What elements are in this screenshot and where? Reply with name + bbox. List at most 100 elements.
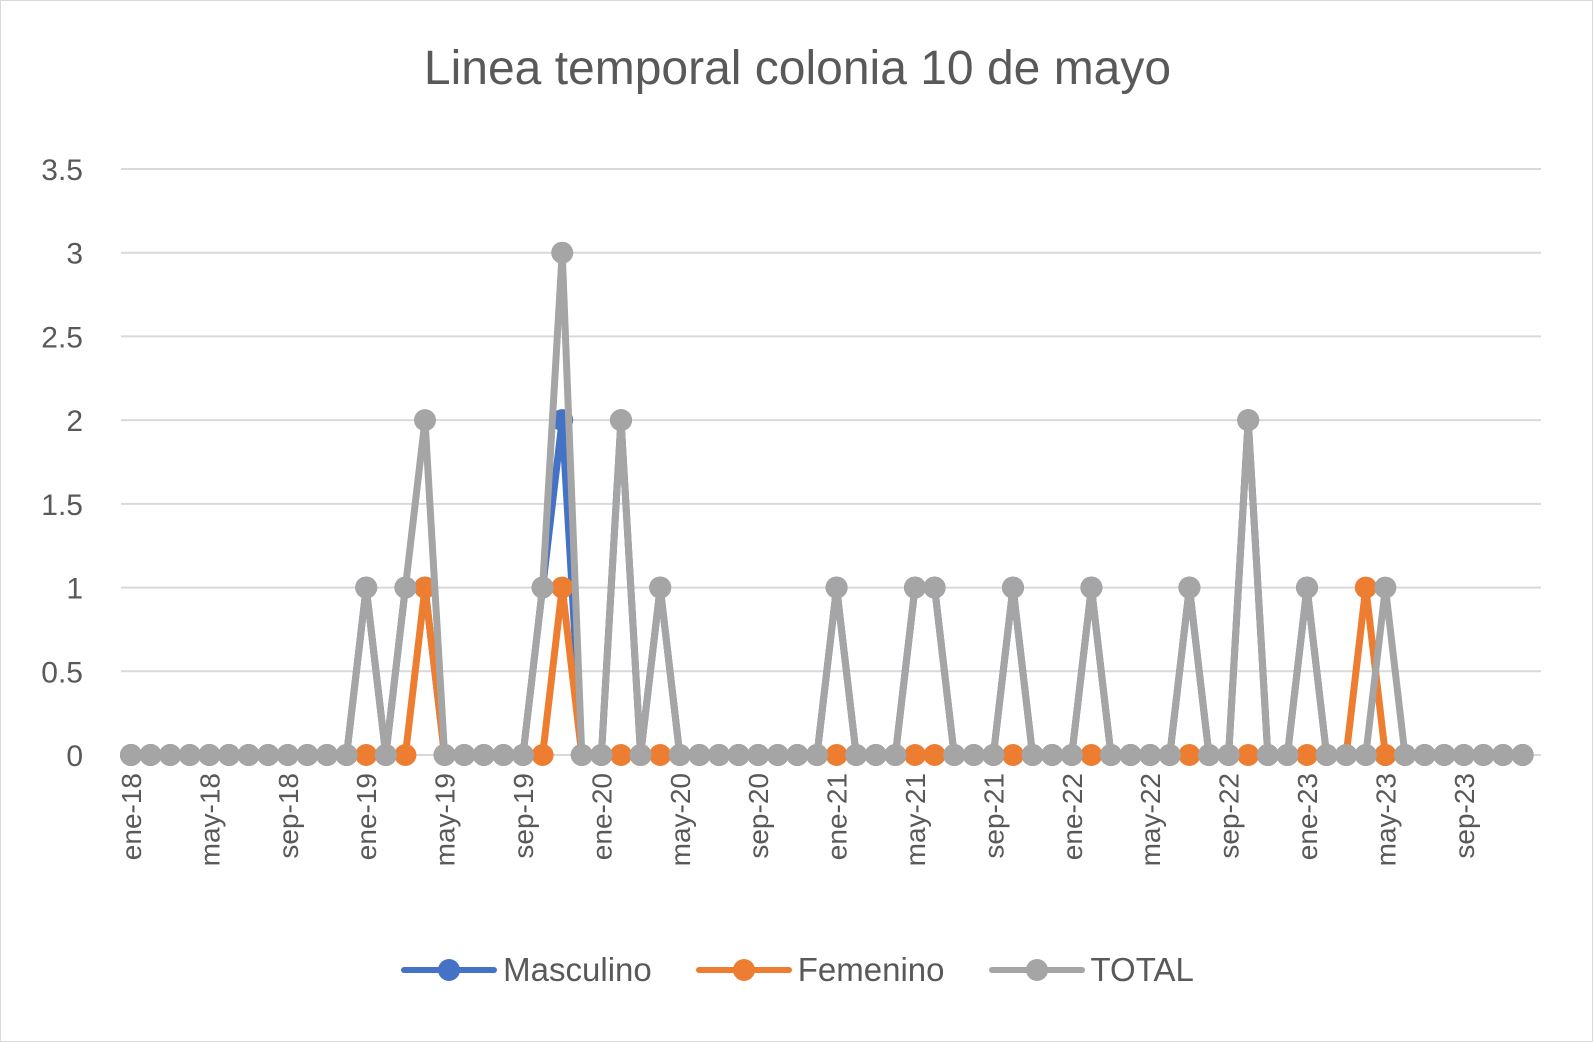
data-point [178, 744, 201, 766]
x-tick-label: ene-18 [116, 773, 147, 860]
data-point [237, 744, 260, 766]
data-point [1354, 576, 1377, 599]
data-point [668, 744, 691, 766]
data-point [923, 576, 946, 599]
data-point [570, 744, 593, 766]
x-tick-label: may-18 [194, 773, 225, 866]
data-point [649, 744, 672, 766]
data-point [1002, 744, 1024, 766]
data-point [708, 744, 730, 766]
data-point [1139, 744, 1162, 766]
data-point [904, 744, 926, 766]
x-tick-label: sep-20 [743, 773, 774, 859]
data-point [747, 744, 770, 766]
data-point [982, 744, 1005, 766]
legend: Masculino Femenino TOTAL [1, 951, 1593, 989]
y-tick-label: 2.5 [41, 321, 83, 354]
x-tick-label: sep-22 [1214, 773, 1245, 859]
data-point [414, 409, 436, 432]
data-point [139, 744, 162, 766]
series-layer [120, 241, 1534, 766]
data-point [355, 744, 378, 766]
data-point [825, 744, 848, 766]
x-tick-label: ene-19 [351, 773, 382, 860]
data-point [1354, 744, 1377, 766]
data-point [610, 744, 632, 766]
y-axis-ticks: 0 0.5 1 1.5 2 2.5 3 3.5 [41, 154, 83, 773]
x-tick-label: may-21 [900, 773, 931, 866]
data-point [316, 744, 338, 766]
data-point [806, 744, 828, 766]
data-point [1296, 744, 1318, 766]
data-point [884, 744, 907, 766]
x-tick-label: ene-23 [1292, 773, 1323, 860]
data-point [590, 744, 613, 766]
data-point [492, 744, 515, 766]
legend-item-femenino: Femenino [695, 951, 945, 989]
data-point [1119, 744, 1142, 766]
data-point [394, 576, 417, 599]
data-point [904, 576, 926, 599]
series-total [120, 241, 1534, 766]
data-point [1041, 744, 1064, 766]
x-tick-label: may-19 [430, 773, 461, 866]
legend-marker-total [1025, 959, 1048, 981]
data-point [198, 744, 221, 766]
data-point [1060, 744, 1083, 766]
data-point [1217, 744, 1240, 766]
data-point [1178, 576, 1201, 599]
data-point [276, 744, 299, 766]
data-point [296, 744, 319, 766]
data-point [218, 744, 240, 766]
data-point [629, 744, 652, 766]
y-tick-label: 3.5 [41, 154, 83, 187]
data-point [1296, 576, 1318, 599]
data-point [1276, 744, 1299, 766]
data-point [1002, 576, 1024, 599]
data-point [923, 744, 946, 766]
y-tick-label: 2 [66, 405, 83, 438]
data-point [845, 744, 868, 766]
data-point [1394, 744, 1416, 766]
y-tick-label: 3 [66, 238, 83, 271]
data-point [1492, 744, 1514, 766]
x-tick-label: may-20 [665, 773, 696, 866]
legend-item-masculino: Masculino [401, 951, 652, 989]
data-point [394, 744, 417, 766]
y-tick-label: 1 [66, 573, 83, 606]
y-tick-label: 0 [66, 740, 83, 773]
data-point [1511, 744, 1534, 766]
data-point [649, 576, 672, 599]
x-tick-label: sep-19 [508, 773, 539, 859]
legend-swatch-femenino [695, 955, 792, 985]
data-point [1374, 576, 1397, 599]
data-point [1100, 744, 1122, 766]
data-point [1335, 744, 1358, 766]
data-point [1237, 744, 1260, 766]
data-point [1256, 744, 1279, 766]
data-point [374, 744, 397, 766]
data-point [531, 744, 554, 766]
data-point [120, 744, 142, 766]
y-tick-label: 0.5 [41, 656, 83, 689]
data-point [551, 241, 574, 264]
data-point [1178, 744, 1201, 766]
data-point [551, 576, 574, 599]
data-point [786, 744, 809, 766]
data-point [1374, 744, 1397, 766]
data-point [766, 744, 789, 766]
data-point [1315, 744, 1338, 766]
data-point [610, 409, 632, 432]
legend-item-total: TOTAL [988, 951, 1194, 989]
chart-title: Linea temporal colonia 10 de mayo [423, 42, 1172, 95]
data-point [1472, 744, 1495, 766]
data-point [1433, 744, 1456, 766]
x-tick-label: may-23 [1370, 773, 1401, 866]
data-point [257, 744, 280, 766]
x-tick-label: sep-21 [978, 773, 1009, 859]
data-point [453, 744, 476, 766]
data-point [433, 744, 456, 766]
data-point [1080, 744, 1103, 766]
